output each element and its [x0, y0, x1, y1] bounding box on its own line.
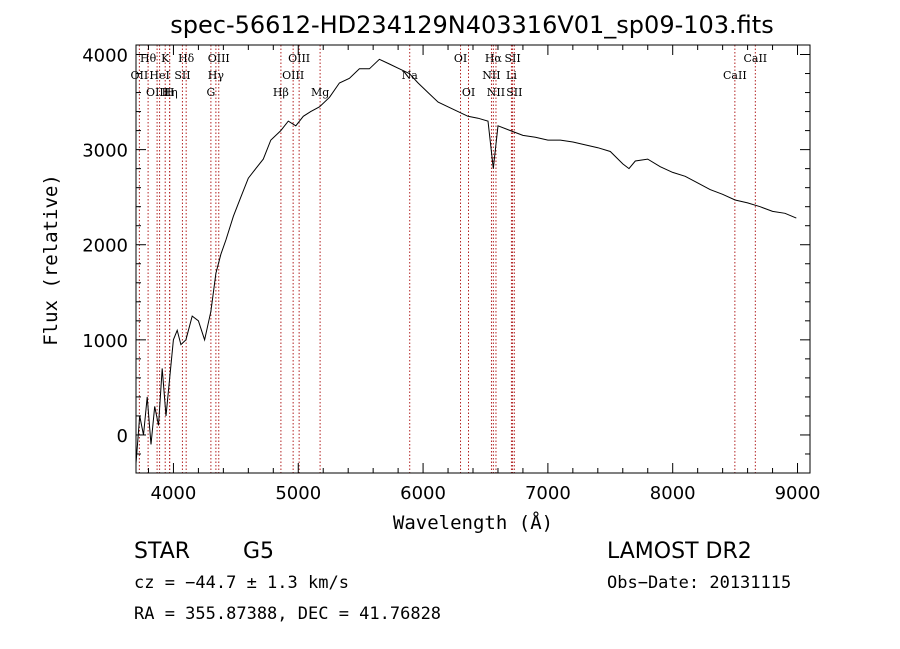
y-tick-label: 1000	[82, 331, 128, 352]
line-label: SII	[504, 52, 520, 65]
object-class: STAR	[134, 539, 190, 564]
x-tick-label: 8000	[650, 483, 696, 504]
line-label: Li	[506, 69, 517, 82]
x-tick-label: 9000	[775, 483, 821, 504]
line-label: Hθ	[140, 52, 157, 65]
line-label: OIII	[208, 52, 230, 65]
x-tick-label: 4000	[151, 483, 197, 504]
chart-title: spec-56612-HD234129N403316V01_sp09-103.f…	[170, 11, 773, 39]
redshift-cz: cz = −44.7 ± 1.3 km/s	[134, 573, 349, 593]
survey-name: LAMOST DR2	[607, 539, 752, 564]
line-label: OIII	[282, 69, 304, 82]
observation-date: Obs−Date: 20131115	[607, 573, 791, 593]
line-label: NII	[487, 86, 505, 99]
y-tick-label: 0	[117, 426, 128, 447]
emission-line-labels: Hθ OII OIII HeI K HHη SII Hδ G Hγ OIII Hβ OIII OIII Mg…	[131, 52, 768, 99]
x-tick-label: 7000	[525, 483, 571, 504]
line-label: Hγ	[208, 69, 225, 82]
y-tick-label: 2000	[82, 236, 128, 257]
line-label: H	[165, 86, 175, 99]
line-label: OIII	[288, 52, 310, 65]
line-label: OII	[131, 69, 149, 82]
y-tick-label: 3000	[82, 141, 128, 162]
line-label: K	[161, 52, 170, 65]
line-label: Hη	[162, 86, 178, 99]
object-subclass: G5	[243, 539, 274, 564]
line-label: OIII	[146, 86, 168, 99]
x-tick-label: 5000	[275, 483, 321, 504]
line-label: CaII	[743, 52, 767, 65]
plot-frame	[135, 44, 811, 474]
x-axis-ticks: 4000 5000 6000 7000 8000 9000	[147, 45, 821, 504]
sky-coordinates: RA = 355.87388, DEC = 41.76828	[134, 604, 441, 624]
spectrum-series-line	[135, 58, 797, 464]
y-axis-ticks: 0 1000 2000 3000 4000	[82, 46, 810, 474]
line-label: Hβ	[273, 86, 289, 99]
line-label: NII	[482, 69, 500, 82]
line-label: Mg	[311, 86, 329, 99]
y-axis-label: Flux (relative)	[40, 174, 62, 346]
emission-line-markers	[138, 45, 756, 473]
x-axis-label: Wavelength (Å)	[393, 511, 553, 534]
line-label: CaII	[723, 69, 747, 82]
line-label: OI	[462, 86, 475, 99]
line-label: HeI	[149, 69, 169, 82]
x-tick-label: 6000	[400, 483, 446, 504]
line-label: G	[206, 86, 215, 99]
y-tick-label: 4000	[82, 46, 128, 67]
line-label: SII	[506, 86, 522, 99]
line-label: Hα	[485, 52, 503, 65]
line-label: SII	[174, 69, 190, 82]
line-label: Hδ	[178, 52, 195, 65]
line-label: OI	[454, 52, 467, 65]
